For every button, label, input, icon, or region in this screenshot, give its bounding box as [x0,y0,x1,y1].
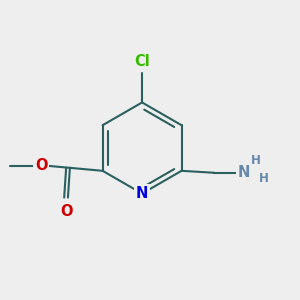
Text: N: N [136,186,148,201]
Text: N: N [238,165,250,180]
Text: Cl: Cl [134,54,150,69]
Text: O: O [35,158,47,173]
Text: H: H [251,154,261,167]
Text: O: O [61,203,73,218]
Text: H: H [259,172,269,185]
